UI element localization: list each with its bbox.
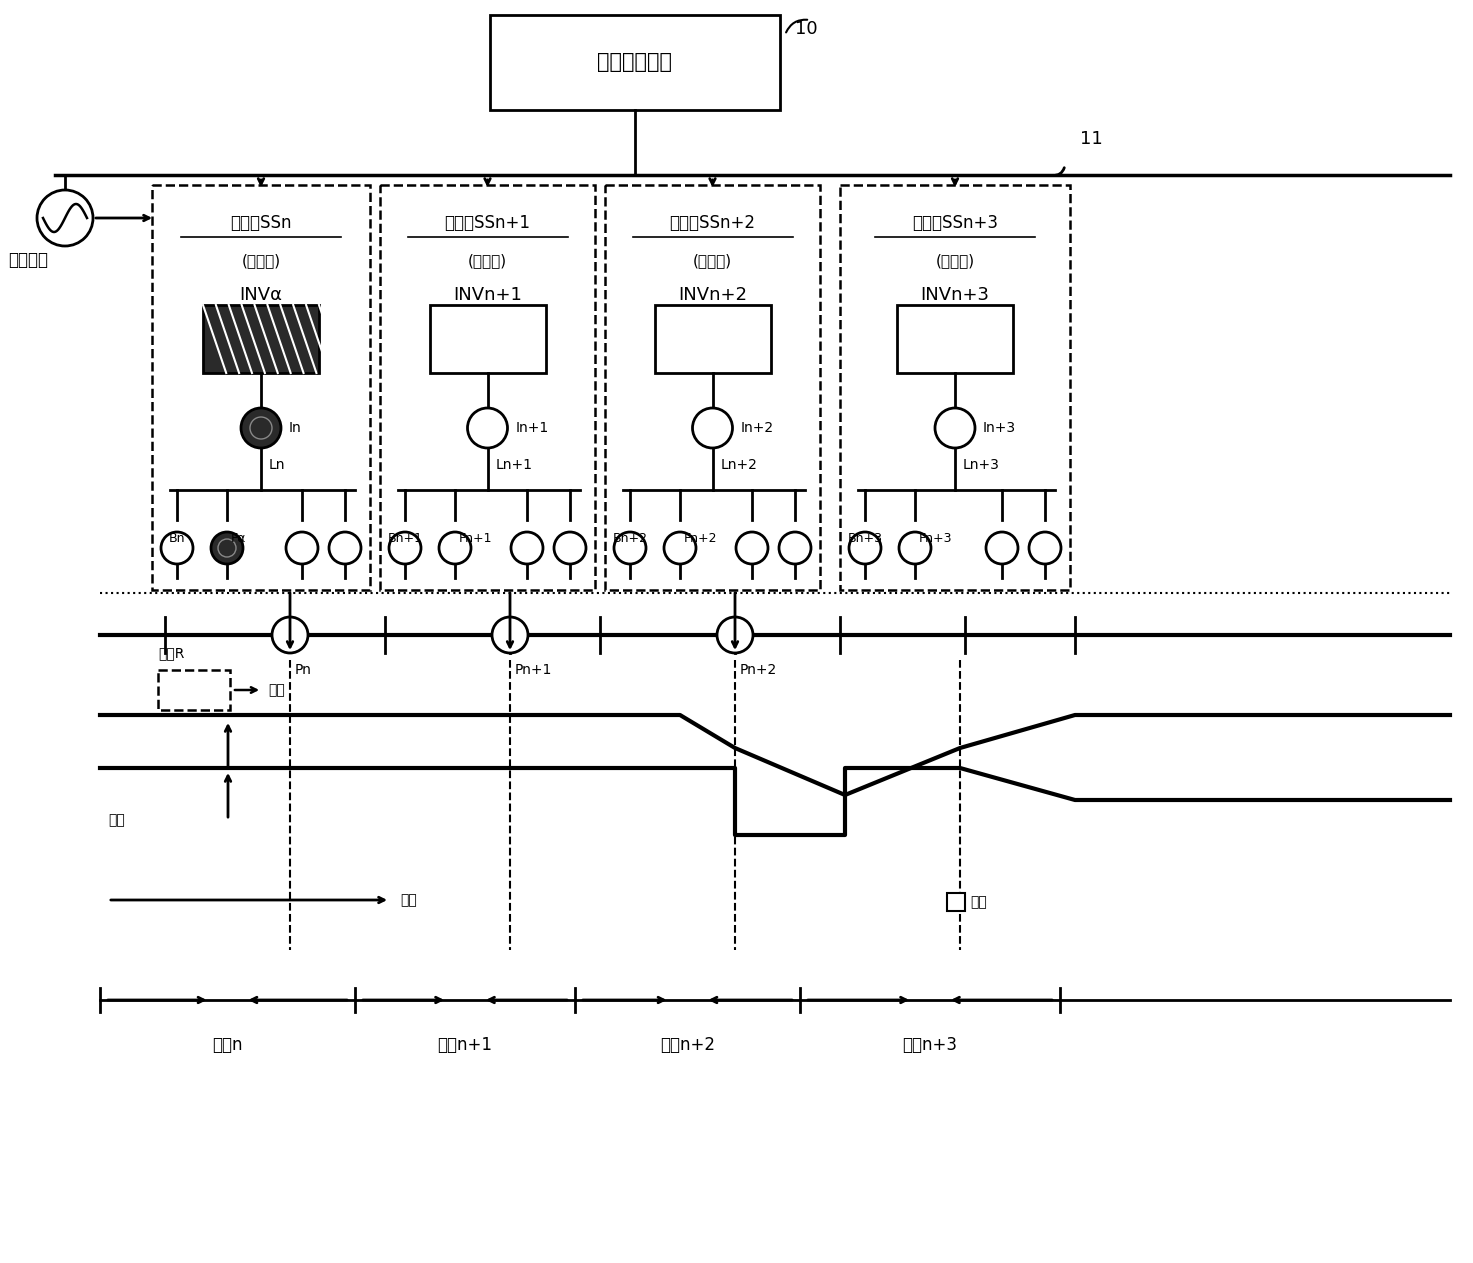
Text: 速度: 速度 [268, 683, 284, 697]
Bar [654, 304, 770, 373]
Text: Ln+2: Ln+2 [720, 458, 757, 472]
Text: Bn+2: Bn+2 [613, 532, 648, 546]
Circle shape [328, 532, 361, 565]
Text: 电流: 电流 [108, 813, 125, 827]
Bar [840, 184, 1069, 590]
Circle shape [692, 408, 732, 448]
Circle shape [614, 532, 647, 565]
Circle shape [779, 532, 812, 565]
Bar [605, 184, 820, 590]
Text: (小容量): (小容量) [692, 254, 732, 269]
Text: Pn+1: Pn+1 [516, 663, 552, 677]
Bar [430, 304, 545, 373]
Circle shape [250, 417, 273, 440]
Bar [158, 669, 230, 710]
Text: 车辆R: 车辆R [158, 645, 184, 661]
Circle shape [467, 408, 508, 448]
Text: Ln+1: Ln+1 [495, 458, 533, 472]
Text: Pn: Pn [295, 663, 312, 677]
Circle shape [848, 532, 881, 565]
Text: 变电所SSn: 变电所SSn [230, 213, 292, 232]
Text: (中容量): (中容量) [468, 254, 507, 269]
Circle shape [664, 532, 697, 565]
Text: In+2: In+2 [741, 421, 773, 434]
Text: 变电所SSn+1: 变电所SSn+1 [445, 213, 530, 232]
Text: INVn+2: INVn+2 [678, 285, 747, 304]
Text: (大容量): (大容量) [935, 254, 975, 269]
Circle shape [211, 532, 243, 565]
Circle shape [1030, 532, 1061, 565]
Text: 区间n+2: 区间n+2 [660, 1036, 714, 1055]
Text: Fα: Fα [231, 532, 246, 546]
Text: Bn: Bn [169, 532, 186, 546]
Text: 变电所SSn+2: 变电所SSn+2 [670, 213, 756, 232]
Bar [152, 184, 370, 590]
Text: 车站: 车站 [971, 895, 987, 909]
Text: In+3: In+3 [982, 421, 1016, 434]
Text: Bn+3: Bn+3 [847, 532, 882, 546]
Text: In: In [289, 421, 302, 434]
Circle shape [389, 532, 421, 565]
Text: 变电所SSn+3: 变电所SSn+3 [912, 213, 999, 232]
Text: Ln: Ln [270, 458, 286, 472]
Bar [380, 184, 595, 590]
Circle shape [985, 532, 1018, 565]
Text: (中容量): (中容量) [242, 254, 280, 269]
Text: In+1: In+1 [516, 421, 549, 434]
Circle shape [717, 618, 753, 653]
Bar [491, 15, 781, 110]
Circle shape [935, 408, 975, 448]
Text: 区间n: 区间n [212, 1036, 243, 1055]
Bar [947, 893, 965, 911]
Text: Fn+2: Fn+2 [683, 532, 717, 546]
Circle shape [492, 618, 527, 653]
Circle shape [273, 618, 308, 653]
Text: 11: 11 [1080, 130, 1103, 148]
Circle shape [511, 532, 544, 565]
Text: INVn+3: INVn+3 [921, 285, 990, 304]
Text: Ln+3: Ln+3 [963, 458, 1000, 472]
Text: INVα: INVα [240, 285, 283, 304]
Circle shape [286, 532, 318, 565]
Circle shape [736, 532, 767, 565]
Text: 区间n+3: 区间n+3 [903, 1036, 957, 1055]
Text: 中央控制装置: 中央控制装置 [598, 53, 673, 72]
Circle shape [242, 408, 281, 448]
Circle shape [899, 532, 931, 565]
Text: 10: 10 [795, 20, 818, 38]
Circle shape [161, 532, 193, 565]
Circle shape [37, 189, 93, 246]
Circle shape [218, 539, 236, 557]
Bar [897, 304, 1013, 373]
Circle shape [554, 532, 586, 565]
Text: Bn+1: Bn+1 [387, 532, 423, 546]
Text: 位置: 位置 [401, 893, 417, 907]
Bar [203, 304, 320, 373]
Text: 区间n+1: 区间n+1 [437, 1036, 492, 1055]
Text: INVn+1: INVn+1 [454, 285, 521, 304]
Text: Fn+1: Fn+1 [460, 532, 492, 546]
Text: 电力系统: 电力系统 [7, 251, 49, 269]
Text: Pn+2: Pn+2 [739, 663, 778, 677]
Circle shape [439, 532, 471, 565]
Text: Fn+3: Fn+3 [919, 532, 953, 546]
